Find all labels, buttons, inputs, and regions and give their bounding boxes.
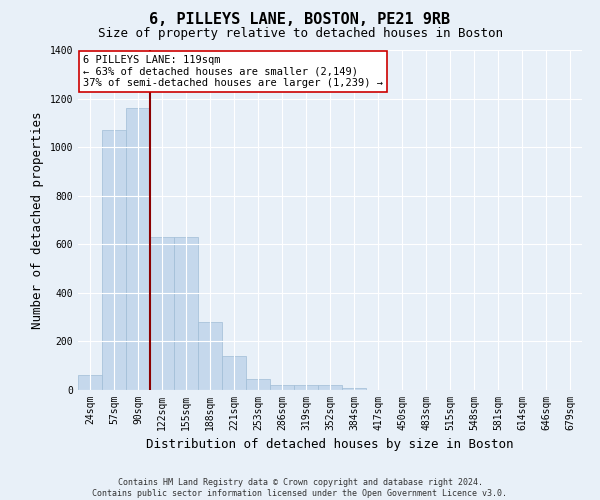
Text: 6 PILLEYS LANE: 119sqm
← 63% of detached houses are smaller (2,149)
37% of semi-: 6 PILLEYS LANE: 119sqm ← 63% of detached…: [83, 55, 383, 88]
Bar: [342, 388, 366, 390]
Bar: [150, 237, 174, 390]
Bar: [198, 322, 222, 390]
Bar: [78, 376, 102, 390]
Bar: [270, 385, 294, 390]
Text: 6, PILLEYS LANE, BOSTON, PE21 9RB: 6, PILLEYS LANE, BOSTON, PE21 9RB: [149, 12, 451, 28]
Text: Size of property relative to detached houses in Boston: Size of property relative to detached ho…: [97, 28, 503, 40]
Bar: [174, 237, 198, 390]
Bar: [222, 356, 246, 390]
X-axis label: Distribution of detached houses by size in Boston: Distribution of detached houses by size …: [146, 438, 514, 452]
Bar: [102, 130, 126, 390]
Text: Contains HM Land Registry data © Crown copyright and database right 2024.
Contai: Contains HM Land Registry data © Crown c…: [92, 478, 508, 498]
Bar: [246, 379, 270, 390]
Bar: [318, 385, 342, 390]
Y-axis label: Number of detached properties: Number of detached properties: [31, 112, 44, 329]
Bar: [294, 385, 318, 390]
Bar: [126, 108, 150, 390]
